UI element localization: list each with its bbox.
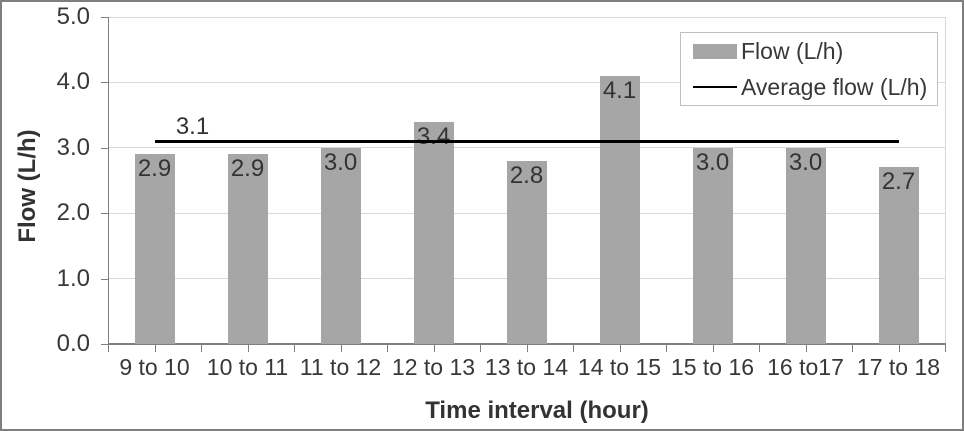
y-tick-label: 3.0 [56,133,90,161]
x-tick [619,345,621,352]
x-tick-label: 13 to 14 [484,354,569,380]
x-tick [247,345,249,352]
bar-value-label: 4.1 [602,76,637,104]
x-tick [108,345,109,352]
gridline [108,81,945,83]
bar [878,167,919,344]
gridline [108,16,945,18]
x-tick [340,345,342,352]
y-tick [101,278,108,280]
bar-value-label: 3.0 [788,148,823,176]
legend-label-average-flow: Average flow (L/h) [741,73,928,100]
x-axis-line [108,343,946,345]
x-tick [154,345,156,352]
y-tick-label: 4.0 [56,68,90,96]
x-tick-label: 17 to 18 [856,354,941,380]
x-tick-label: 12 to 13 [391,354,476,380]
bar-value-label: 3.0 [695,148,730,176]
bar-value-label: 3.0 [323,148,358,176]
bar [692,147,733,344]
legend-item-average-flow: Average flow (L/h) [693,69,937,105]
x-tick-label: 9 to 10 [119,354,190,380]
average-value-label: 3.1 [175,113,210,141]
legend: Flow (L/h) Average flow (L/h) [680,32,938,106]
legend-label-flow: Flow (L/h) [741,37,844,64]
bar [599,75,640,344]
y-tick [101,147,108,149]
bar-value-label: 2.9 [137,155,172,183]
x-tick [480,345,481,352]
x-tick [294,345,295,352]
y-axis-title: Flow (L/h) [14,129,41,243]
line-swatch-icon [693,86,737,88]
x-tick [573,345,574,352]
y-tick-label: 0.0 [56,330,90,357]
bar-swatch-icon [693,43,737,59]
x-tick [898,345,900,352]
x-tick-label: 15 to 16 [670,354,755,380]
bar-value-label: 2.9 [230,155,265,183]
y-tick-label: 5.0 [56,3,90,30]
bar [785,147,826,344]
x-tick [945,345,946,352]
x-tick [759,345,760,352]
y-tick [101,82,108,84]
gridline [108,147,945,149]
x-tick [852,345,853,352]
bar [227,154,268,344]
bar [413,121,454,344]
y-tick [101,344,108,345]
x-tick [805,345,807,352]
legend-item-flow: Flow (L/h) [693,33,937,69]
x-tick-label: 14 to 15 [577,354,662,380]
y-tick-label: 2.0 [56,199,90,227]
bar-value-label: 3.4 [416,122,451,150]
x-tick [526,345,528,352]
average-line [154,139,899,143]
y-tick [101,213,108,215]
bar [506,160,547,344]
y-tick-label: 1.0 [56,264,90,292]
x-tick-label: 16 to17 [767,354,844,380]
x-tick [201,345,202,352]
x-tick-label: 10 to 11 [206,354,289,380]
x-tick [433,345,435,352]
bar [134,154,175,344]
x-tick [666,345,667,352]
y-tick [101,17,108,18]
bar-value-label: 2.7 [881,168,916,196]
y-axis-line [108,17,109,344]
x-axis-title: Time interval (hour) [425,397,649,424]
x-tick-label: 11 to 12 [299,354,382,380]
x-tick [387,345,388,352]
x-tick [712,345,714,352]
bar-value-label: 2.8 [509,161,544,189]
plot-right-border [945,17,946,344]
bar [320,147,361,344]
